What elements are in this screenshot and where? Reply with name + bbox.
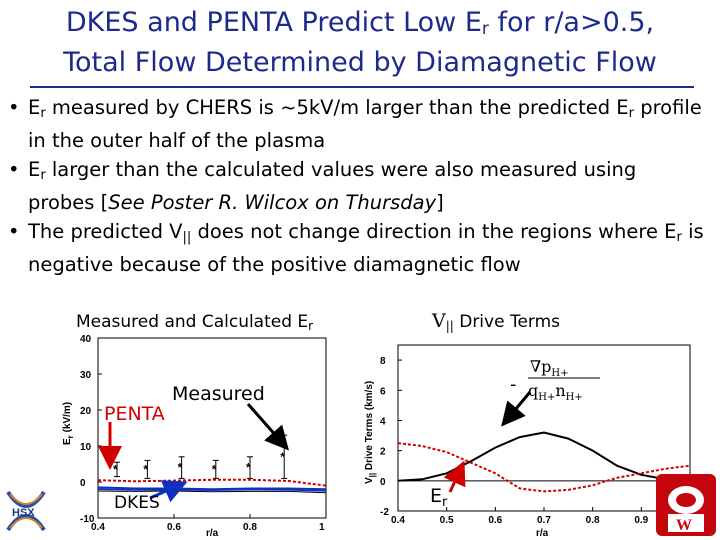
left-chart-ticks: 0.4 0.6 0.8 1 -10 0 10 20 30 40 [80, 334, 327, 533]
bullet-1: • Er measured by CHERS is ~5kV/m larger … [8, 96, 702, 152]
bullet-dot-icon: • [8, 96, 20, 119]
series-line [397, 431, 691, 484]
series-line [97, 490, 327, 494]
bullet-2: • Er larger than the calculated values w… [8, 158, 637, 214]
hsx-logo: HSX [4, 486, 48, 534]
y-tick-label: 10 [80, 442, 92, 453]
data-point: * [280, 450, 285, 464]
title-line-1: DKES and PENTA Predict Low Er for r/a>0.… [65, 7, 655, 39]
gradp-denominator: qH+nH+ [528, 381, 583, 403]
left-chart-label: Measured and Calculated Er [76, 312, 314, 333]
gradp-minus: - [510, 374, 517, 395]
dkes-arrow [149, 480, 188, 503]
right-chart-label: V|| Drive Terms [432, 310, 561, 333]
left-y-label: Er (kV/m) [62, 402, 75, 445]
data-point: * [212, 462, 217, 476]
x-tick-label: 0.7 [537, 515, 551, 526]
dkes-label: DKES [114, 493, 160, 513]
left-chart-series: * * * * * * [97, 434, 327, 494]
y-tick-label: 20 [80, 406, 92, 417]
data-point: * [178, 461, 183, 475]
penta-label: PENTA [104, 403, 165, 425]
series-line [97, 486, 327, 491]
title-divider [30, 86, 694, 88]
y-tick-label: -2 [380, 507, 389, 518]
y-tick-label: 6 [380, 386, 386, 397]
er-label: Er [430, 485, 448, 510]
er-arrow [443, 460, 466, 493]
title-line-2: Total Flow Determined by Diamagnetic Flo… [63, 47, 657, 78]
series-line [397, 442, 691, 493]
badger-logo: W [656, 474, 716, 536]
y-tick-label: 8 [380, 356, 386, 367]
y-tick-label: 4 [380, 416, 386, 427]
gradp-numerator: ∇pH+ [530, 357, 569, 379]
y-tick-label: -10 [80, 514, 95, 525]
gradp-arrow [501, 391, 532, 427]
x-tick-label: 0.9 [634, 515, 648, 526]
x-tick-label: 0.4 [391, 515, 405, 526]
series-line [97, 478, 327, 487]
data-point: * [246, 461, 251, 475]
x-tick-label: 0.6 [167, 522, 181, 533]
svg-text:HSX: HSX [12, 507, 35, 519]
bullet-3: • The predicted V|| does not change dire… [8, 220, 704, 276]
slide-title: DKES and PENTA Predict Low Er for r/a>0.… [0, 6, 720, 79]
x-tick-label: 0.8 [586, 515, 600, 526]
bullet-dot-icon: • [8, 220, 20, 243]
measured-arrow [246, 403, 289, 451]
measured-label: Measured [172, 383, 265, 405]
y-tick-label: 30 [80, 370, 92, 381]
data-point: * [113, 462, 118, 476]
bullet-dot-icon: • [8, 158, 20, 181]
x-tick-label: 0.6 [488, 515, 502, 526]
right-x-label: r/a [536, 528, 549, 539]
svg-text:W: W [676, 517, 692, 534]
series-line [97, 488, 327, 492]
y-tick-label: 2 [380, 447, 386, 458]
right-chart-series [397, 431, 691, 493]
x-tick-label: 0.5 [440, 515, 454, 526]
x-tick-label: 1 [319, 522, 325, 533]
data-point: * [143, 462, 148, 476]
right-y-label: V|| Drive Terms (km/s) [364, 381, 377, 484]
left-chart-frame [97, 337, 327, 519]
y-tick-label: 40 [80, 334, 92, 345]
x-tick-label: 0.4 [91, 522, 105, 533]
x-tick-label: 0.8 [243, 522, 257, 533]
y-tick-label: 0 [80, 478, 86, 489]
left-x-label: r/a [206, 528, 219, 539]
bullet-list: • Er measured by CHERS is ~5kV/m larger … [8, 94, 708, 280]
y-tick-label: 0 [380, 477, 386, 488]
